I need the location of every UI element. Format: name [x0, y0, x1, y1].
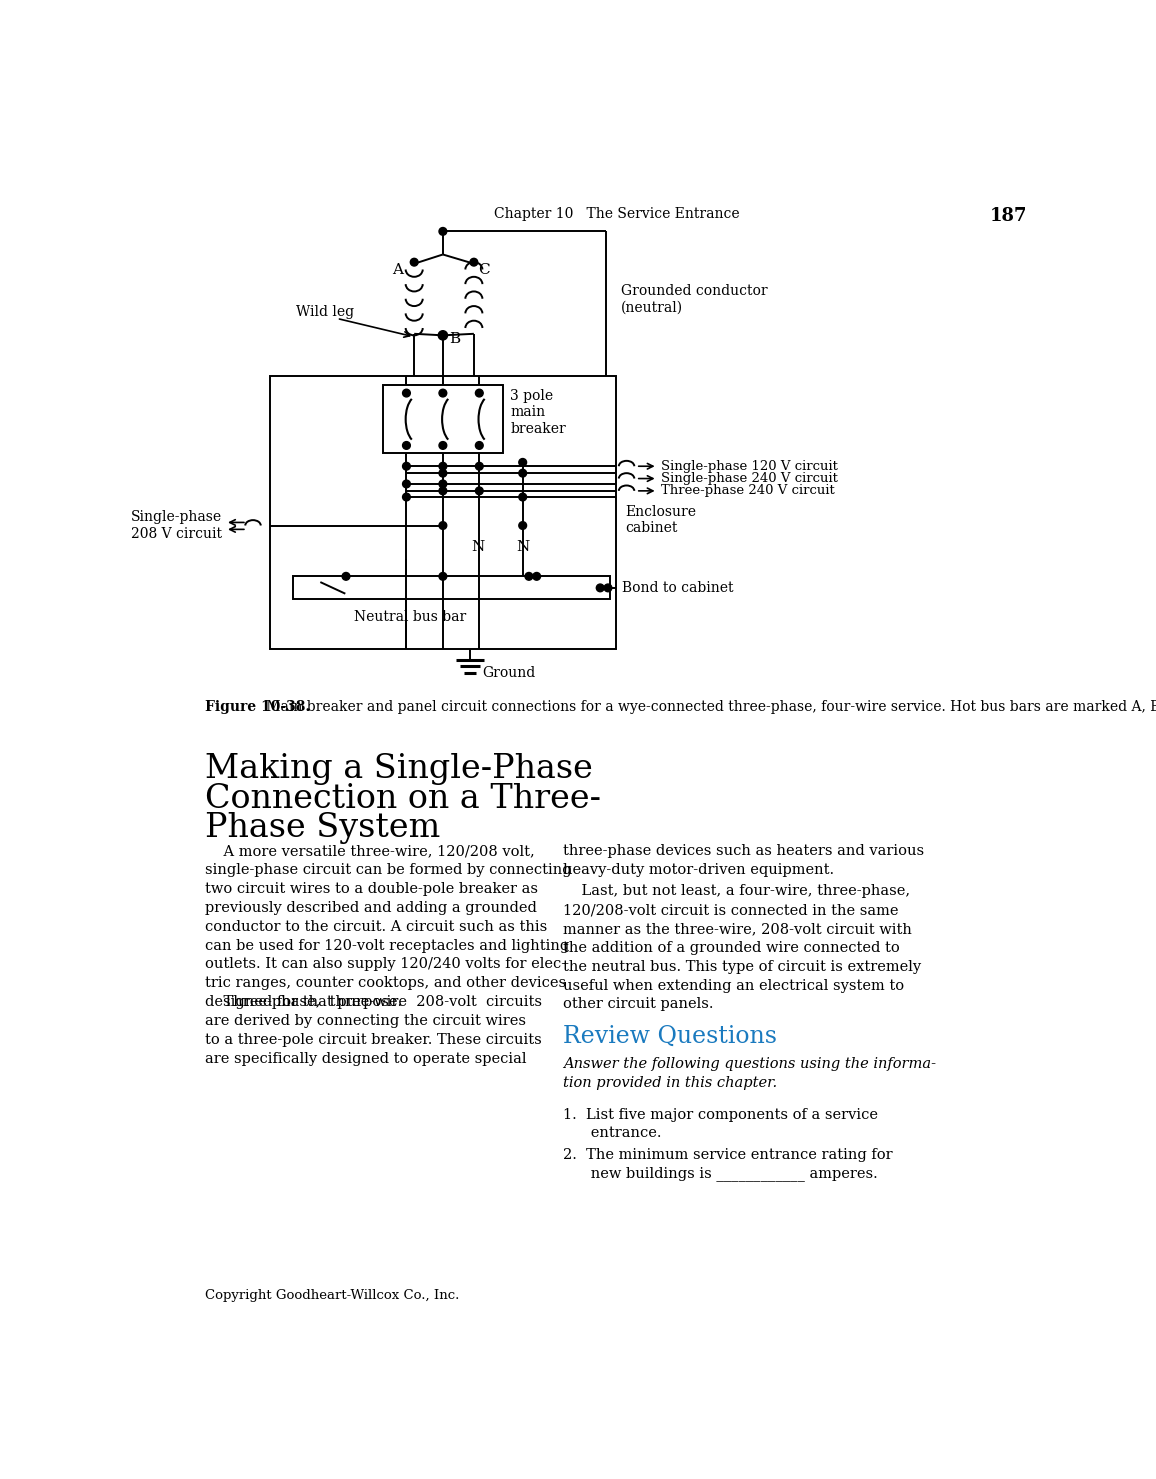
Text: Making a Single-Phase: Making a Single-Phase [205, 753, 593, 785]
Text: Main breaker and panel circuit connections for a wye-connected three-phase, four: Main breaker and panel circuit connectio… [262, 700, 1156, 713]
Circle shape [470, 259, 477, 266]
Circle shape [519, 522, 527, 529]
Text: Last, but not least, a four-wire, three-phase,
120/208-volt circuit is connected: Last, but not least, a four-wire, three-… [563, 884, 921, 1012]
Circle shape [439, 463, 446, 470]
Text: B: B [449, 333, 460, 346]
Text: N: N [516, 540, 529, 555]
Text: Single-phase 240 V circuit: Single-phase 240 V circuit [660, 472, 838, 485]
Circle shape [402, 389, 410, 396]
Text: Wild leg: Wild leg [296, 305, 354, 319]
Text: Connection on a Three-: Connection on a Three- [205, 782, 601, 815]
Text: Ground: Ground [482, 667, 535, 680]
Circle shape [596, 584, 605, 592]
Circle shape [439, 442, 446, 450]
Text: Grounded conductor
(neutral): Grounded conductor (neutral) [621, 284, 768, 314]
Text: Enclosure
cabinet: Enclosure cabinet [625, 504, 696, 535]
Circle shape [402, 442, 410, 450]
Circle shape [519, 493, 527, 501]
Text: Phase System: Phase System [205, 812, 440, 845]
Circle shape [475, 389, 483, 396]
Circle shape [519, 458, 527, 466]
Circle shape [439, 487, 446, 494]
Text: 1.  List five major components of a service
      entrance.: 1. List five major components of a servi… [563, 1108, 879, 1140]
Text: Figure 10-38.: Figure 10-38. [205, 700, 310, 713]
Circle shape [475, 463, 483, 470]
Circle shape [533, 572, 541, 580]
Circle shape [402, 481, 410, 488]
Circle shape [475, 442, 483, 450]
Text: Answer the following questions using the informa-
tion provided in this chapter.: Answer the following questions using the… [563, 1057, 936, 1090]
Bar [383, 386, 503, 453]
Text: 2.  The minimum service entrance rating for
      new buildings is ____________ : 2. The minimum service entrance rating f… [563, 1148, 892, 1182]
Circle shape [439, 389, 446, 396]
Text: Single-phase
208 V circuit: Single-phase 208 V circuit [131, 510, 222, 541]
Circle shape [402, 493, 410, 501]
Circle shape [410, 259, 418, 266]
Circle shape [439, 469, 446, 478]
Bar [294, 577, 609, 599]
Circle shape [605, 584, 612, 592]
Circle shape [525, 572, 533, 580]
Text: three-phase devices such as heaters and various
heavy-duty motor-driven equipmen: three-phase devices such as heaters and … [563, 845, 924, 877]
Circle shape [402, 463, 410, 470]
Text: Bond to cabinet: Bond to cabinet [622, 581, 733, 595]
Circle shape [475, 487, 483, 494]
Circle shape [438, 331, 447, 340]
Text: Chapter 10   The Service Entrance: Chapter 10 The Service Entrance [495, 207, 740, 220]
Circle shape [439, 522, 446, 529]
Bar [271, 376, 616, 649]
Circle shape [519, 469, 527, 478]
Text: Review Questions: Review Questions [563, 1025, 777, 1047]
Circle shape [342, 572, 350, 580]
Text: 187: 187 [990, 207, 1027, 225]
Circle shape [439, 572, 446, 580]
Text: C: C [477, 263, 489, 277]
Text: Copyright Goodheart-Willcox Co., Inc.: Copyright Goodheart-Willcox Co., Inc. [205, 1290, 459, 1303]
Text: Single-phase 120 V circuit: Single-phase 120 V circuit [660, 460, 838, 473]
Text: Three-phase,  three-wire  208-volt  circuits
are derived by connecting the circu: Three-phase, three-wire 208-volt circuit… [205, 995, 542, 1066]
Circle shape [439, 228, 446, 235]
Text: 3 pole
main
breaker: 3 pole main breaker [510, 389, 566, 435]
Circle shape [439, 481, 446, 488]
Text: N: N [472, 540, 484, 555]
Text: A: A [392, 263, 403, 277]
Text: Three-phase 240 V circuit: Three-phase 240 V circuit [660, 484, 835, 497]
Text: A more versatile three-wire, 120/208 volt,
single-phase circuit can be formed by: A more versatile three-wire, 120/208 vol… [205, 845, 571, 1009]
Text: Neutral bus bar: Neutral bus bar [354, 611, 466, 624]
